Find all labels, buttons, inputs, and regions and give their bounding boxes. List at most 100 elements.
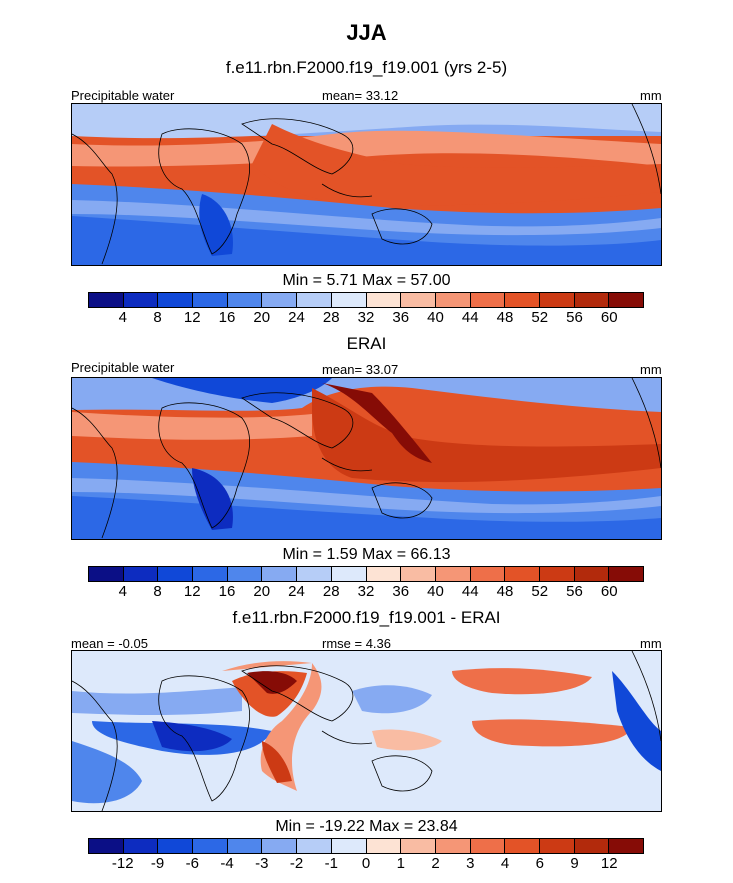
colorbar-swatch <box>193 293 228 307</box>
colorbar-tick: 28 <box>322 309 340 326</box>
colorbar-swatch <box>158 293 194 307</box>
colorbar-tick: 4 <box>118 309 127 326</box>
colorbar-tick: 16 <box>218 583 236 600</box>
colorbar-tick: 56 <box>566 583 583 600</box>
main-title: JJA <box>346 20 387 45</box>
panel3-title: f.e11.rbn.F2000.f19_f19.001 - ERAI <box>232 608 501 627</box>
colorbar-tick: 12 <box>600 855 618 872</box>
colorbar-tick: 0 <box>361 855 371 872</box>
colorbar-tick: -6 <box>185 855 199 872</box>
colorbar-swatch <box>435 839 471 853</box>
colorbar-swatch <box>401 567 436 581</box>
colorbar-swatch <box>262 293 298 307</box>
panel3-difference-map <box>71 650 662 812</box>
colorbar-swatch <box>297 567 332 581</box>
colorbar-tick: 24 <box>288 309 305 326</box>
panel1-colorbar-ticks: 4 8 12 16 20 24 28 32 36 40 44 48 52 56 … <box>88 309 644 329</box>
colorbar-swatch <box>574 839 610 853</box>
colorbar-tick: 4 <box>118 583 127 600</box>
colorbar-tick: 48 <box>496 309 514 326</box>
panel3-units-label: mm <box>640 636 662 651</box>
colorbar-swatch <box>89 293 124 307</box>
colorbar-swatch <box>262 839 298 853</box>
colorbar-tick: 44 <box>461 309 479 326</box>
colorbar-tick: 56 <box>566 309 583 326</box>
colorbar-swatch <box>609 293 643 307</box>
colorbar-tick: 32 <box>357 583 375 600</box>
colorbar-tick: 52 <box>531 583 549 600</box>
panel1-colorbar <box>88 292 644 308</box>
panel2-obs-map <box>71 377 662 540</box>
panel2-colorbar-ticks: 4 8 12 16 20 24 28 32 36 40 44 48 52 56 … <box>88 583 644 603</box>
colorbar-swatch <box>331 839 367 853</box>
colorbar-tick: -3 <box>255 855 269 872</box>
colorbar-swatch <box>227 839 263 853</box>
colorbar-tick: 52 <box>531 309 549 326</box>
colorbar-swatch <box>609 839 643 853</box>
panel1-mean-label: mean= 33.12 <box>322 88 399 103</box>
colorbar-swatch <box>574 567 610 581</box>
colorbar-swatch <box>227 567 263 581</box>
colorbar-tick: 44 <box>461 583 479 600</box>
colorbar-tick: 8 <box>153 583 162 600</box>
colorbar-swatch <box>193 839 228 853</box>
colorbar-swatch <box>539 293 575 307</box>
colorbar-tick: 48 <box>496 583 514 600</box>
colorbar-tick: 36 <box>392 309 410 326</box>
colorbar-swatch <box>574 293 610 307</box>
colorbar-tick: 1 <box>396 855 405 872</box>
colorbar-swatch <box>123 567 159 581</box>
colorbar-swatch <box>89 567 124 581</box>
colorbar-swatch <box>470 293 506 307</box>
panel3-colorbar-ticks: -12 -9 -6 -4 -3 -2 -1 0 1 2 3 4 6 9 12 <box>88 855 644 875</box>
panel1-min-max: Min = 5.71 Max = 57.00 <box>282 272 451 289</box>
colorbar-tick: 6 <box>535 855 544 872</box>
panel3-rmse-label: rmse = 4.36 <box>322 636 392 651</box>
panel1-variable-label: Precipitable water <box>71 88 175 103</box>
colorbar-tick: 20 <box>253 309 271 326</box>
colorbar-tick: 40 <box>427 309 444 326</box>
colorbar-swatch <box>609 567 643 581</box>
colorbar-tick: 12 <box>183 309 201 326</box>
colorbar-tick: 3 <box>466 855 475 872</box>
panel1-units-label: mm <box>640 88 662 103</box>
panel1-title: f.e11.rbn.F2000.f19_f19.001 (yrs 2-5) <box>225 58 508 77</box>
colorbar-swatch <box>539 567 575 581</box>
colorbar-tick: 36 <box>392 583 410 600</box>
colorbar-tick: 4 <box>500 855 510 872</box>
colorbar-tick: 20 <box>253 583 271 600</box>
colorbar-tick: -4 <box>220 855 234 872</box>
panel2-colorbar <box>88 566 644 582</box>
colorbar-tick: -9 <box>150 855 165 872</box>
colorbar-swatch <box>401 839 436 853</box>
colorbar-swatch <box>123 293 159 307</box>
colorbar-swatch <box>470 839 506 853</box>
colorbar-tick: 32 <box>357 309 375 326</box>
colorbar-swatch <box>401 293 436 307</box>
colorbar-tick: 60 <box>600 309 618 326</box>
colorbar-swatch <box>539 839 575 853</box>
colorbar-swatch <box>505 567 540 581</box>
colorbar-swatch <box>331 293 367 307</box>
colorbar-tick: 8 <box>153 309 162 326</box>
colorbar-swatch <box>297 839 332 853</box>
colorbar-tick: 24 <box>288 583 305 600</box>
panel1-model-map <box>71 103 662 266</box>
panel2-variable-label: Precipitable water <box>71 360 175 375</box>
colorbar-swatch <box>331 567 367 581</box>
colorbar-tick: -1 <box>324 855 338 872</box>
colorbar-tick: 9 <box>570 855 579 872</box>
colorbar-tick: 28 <box>322 583 340 600</box>
panel3-min-max: Min = -19.22 Max = 23.84 <box>275 818 458 835</box>
colorbar-swatch <box>366 293 402 307</box>
colorbar-swatch <box>435 293 471 307</box>
colorbar-swatch <box>366 567 402 581</box>
colorbar-swatch <box>89 839 124 853</box>
colorbar-tick: 40 <box>427 583 444 600</box>
colorbar-swatch <box>193 567 228 581</box>
colorbar-swatch <box>435 567 471 581</box>
panel2-title: ERAI <box>346 334 387 353</box>
colorbar-swatch <box>123 839 159 853</box>
colorbar-tick: 60 <box>600 583 618 600</box>
colorbar-tick: -12 <box>111 855 134 872</box>
